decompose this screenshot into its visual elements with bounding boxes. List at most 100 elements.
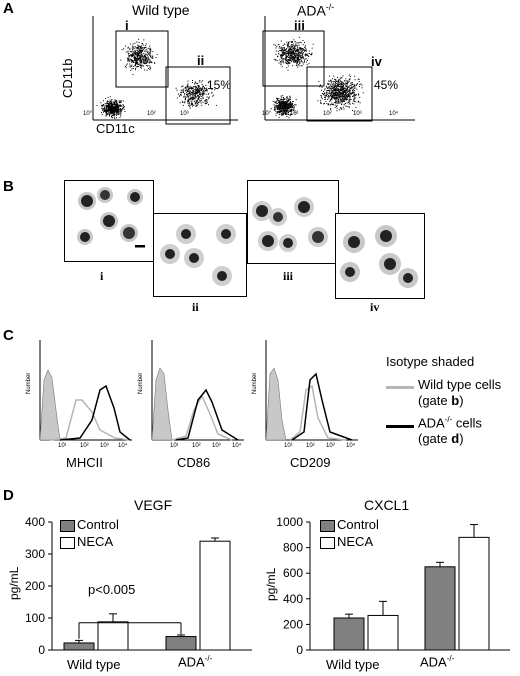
flow-dot [348, 103, 350, 105]
flow-dot [282, 100, 284, 102]
flow-dot [180, 92, 182, 94]
flow-dot [108, 106, 109, 108]
flow-dot [296, 59, 298, 61]
flow-dot [346, 85, 348, 87]
flow-dot [137, 47, 139, 49]
flow-dot [105, 112, 107, 114]
flow-dot [341, 76, 343, 78]
flow-dot [298, 59, 300, 61]
flow-dot [340, 98, 342, 100]
flow-dot [137, 44, 139, 46]
flow-dot [286, 106, 288, 108]
hist3-tick-3: 10³ [326, 443, 335, 449]
flow-dot [196, 88, 198, 90]
flow-dot [103, 106, 105, 108]
flow-dot [289, 96, 291, 98]
vegf-legend-control: Control [77, 517, 119, 532]
flow-dot [138, 51, 140, 52]
flow-dot [191, 88, 193, 89]
flow-dot [353, 92, 355, 93]
flow-dot [196, 105, 198, 107]
flow-dot [176, 89, 178, 91]
flow-dot [104, 110, 105, 112]
flow-dot [290, 102, 292, 103]
flow-dot [141, 60, 143, 62]
flow-dot [294, 112, 296, 114]
flow-dot [273, 44, 275, 46]
flow-dot [280, 54, 282, 55]
flow-dot [283, 106, 285, 107]
flow-dot [298, 52, 300, 54]
flow-dot [296, 60, 298, 61]
flow-dot [181, 94, 182, 96]
flow-dot [331, 96, 333, 98]
flow-dot [340, 107, 342, 109]
flow-dot [349, 95, 351, 97]
y-tick-label: 100 [25, 611, 45, 625]
flow-dot [287, 44, 289, 46]
flow-dot [135, 58, 137, 60]
flow-dot [187, 100, 189, 101]
flow-dot [348, 106, 350, 108]
flow-dot [291, 106, 293, 108]
flow-dot [325, 94, 327, 96]
flow-dot [301, 57, 303, 59]
flow-dot [189, 91, 191, 93]
flow-dot [289, 57, 291, 59]
flow-dot [202, 98, 204, 99]
flow-dot [346, 87, 348, 89]
flow-dot [294, 57, 296, 59]
flow-dot [291, 53, 293, 55]
flow-dot [281, 109, 282, 111]
histogram-cd86 [151, 340, 244, 441]
flow-dot [341, 86, 343, 88]
flow-dot [113, 101, 115, 103]
flow-dot [339, 97, 341, 99]
flow-dot [146, 50, 148, 52]
flow-dot [138, 48, 140, 50]
flow-dot [135, 51, 137, 53]
flow-dot [317, 100, 319, 102]
flow-dot [304, 49, 306, 51]
flow-dot [180, 93, 181, 95]
ada-gate-iii [262, 30, 325, 87]
flow-dot [120, 105, 121, 107]
flow-dot [290, 106, 291, 108]
flow-dot [297, 50, 299, 52]
flow-dot [291, 49, 292, 51]
flow-dot [293, 55, 295, 57]
flow-dot [296, 57, 298, 59]
flow-dot [132, 74, 134, 76]
flow-dot [309, 53, 311, 55]
flow-dot [289, 62, 291, 64]
flow-dot [297, 47, 298, 49]
wt-x-tick-1: 10¹ [113, 111, 122, 117]
flow-dot [101, 114, 103, 115]
flow-dot [341, 94, 343, 96]
flow-dot [349, 91, 351, 93]
flow-dot [342, 98, 344, 100]
flow-dot [359, 102, 361, 104]
flow-dot [348, 96, 350, 98]
flow-dot [122, 104, 124, 106]
micrograph-label-iv: iv [370, 300, 380, 314]
flow-dot [140, 52, 142, 54]
flow-dot [299, 63, 301, 65]
flow-dot [285, 61, 287, 63]
flow-dot [340, 86, 342, 88]
flow-dot [286, 52, 288, 54]
flow-dot [205, 99, 207, 101]
flow-dot [302, 57, 304, 59]
flow-dot [147, 65, 148, 67]
flow-dot [137, 59, 139, 61]
flow-dot [293, 59, 295, 60]
flow-dot [274, 106, 275, 108]
flow-dot [107, 106, 109, 108]
flow-dot [289, 51, 291, 53]
flow-dot [117, 114, 119, 115]
flow-dot [142, 57, 144, 58]
flow-dot [145, 46, 147, 48]
flow-dot [136, 61, 137, 63]
flow-dot [355, 84, 357, 86]
ada-scatter [270, 36, 364, 119]
